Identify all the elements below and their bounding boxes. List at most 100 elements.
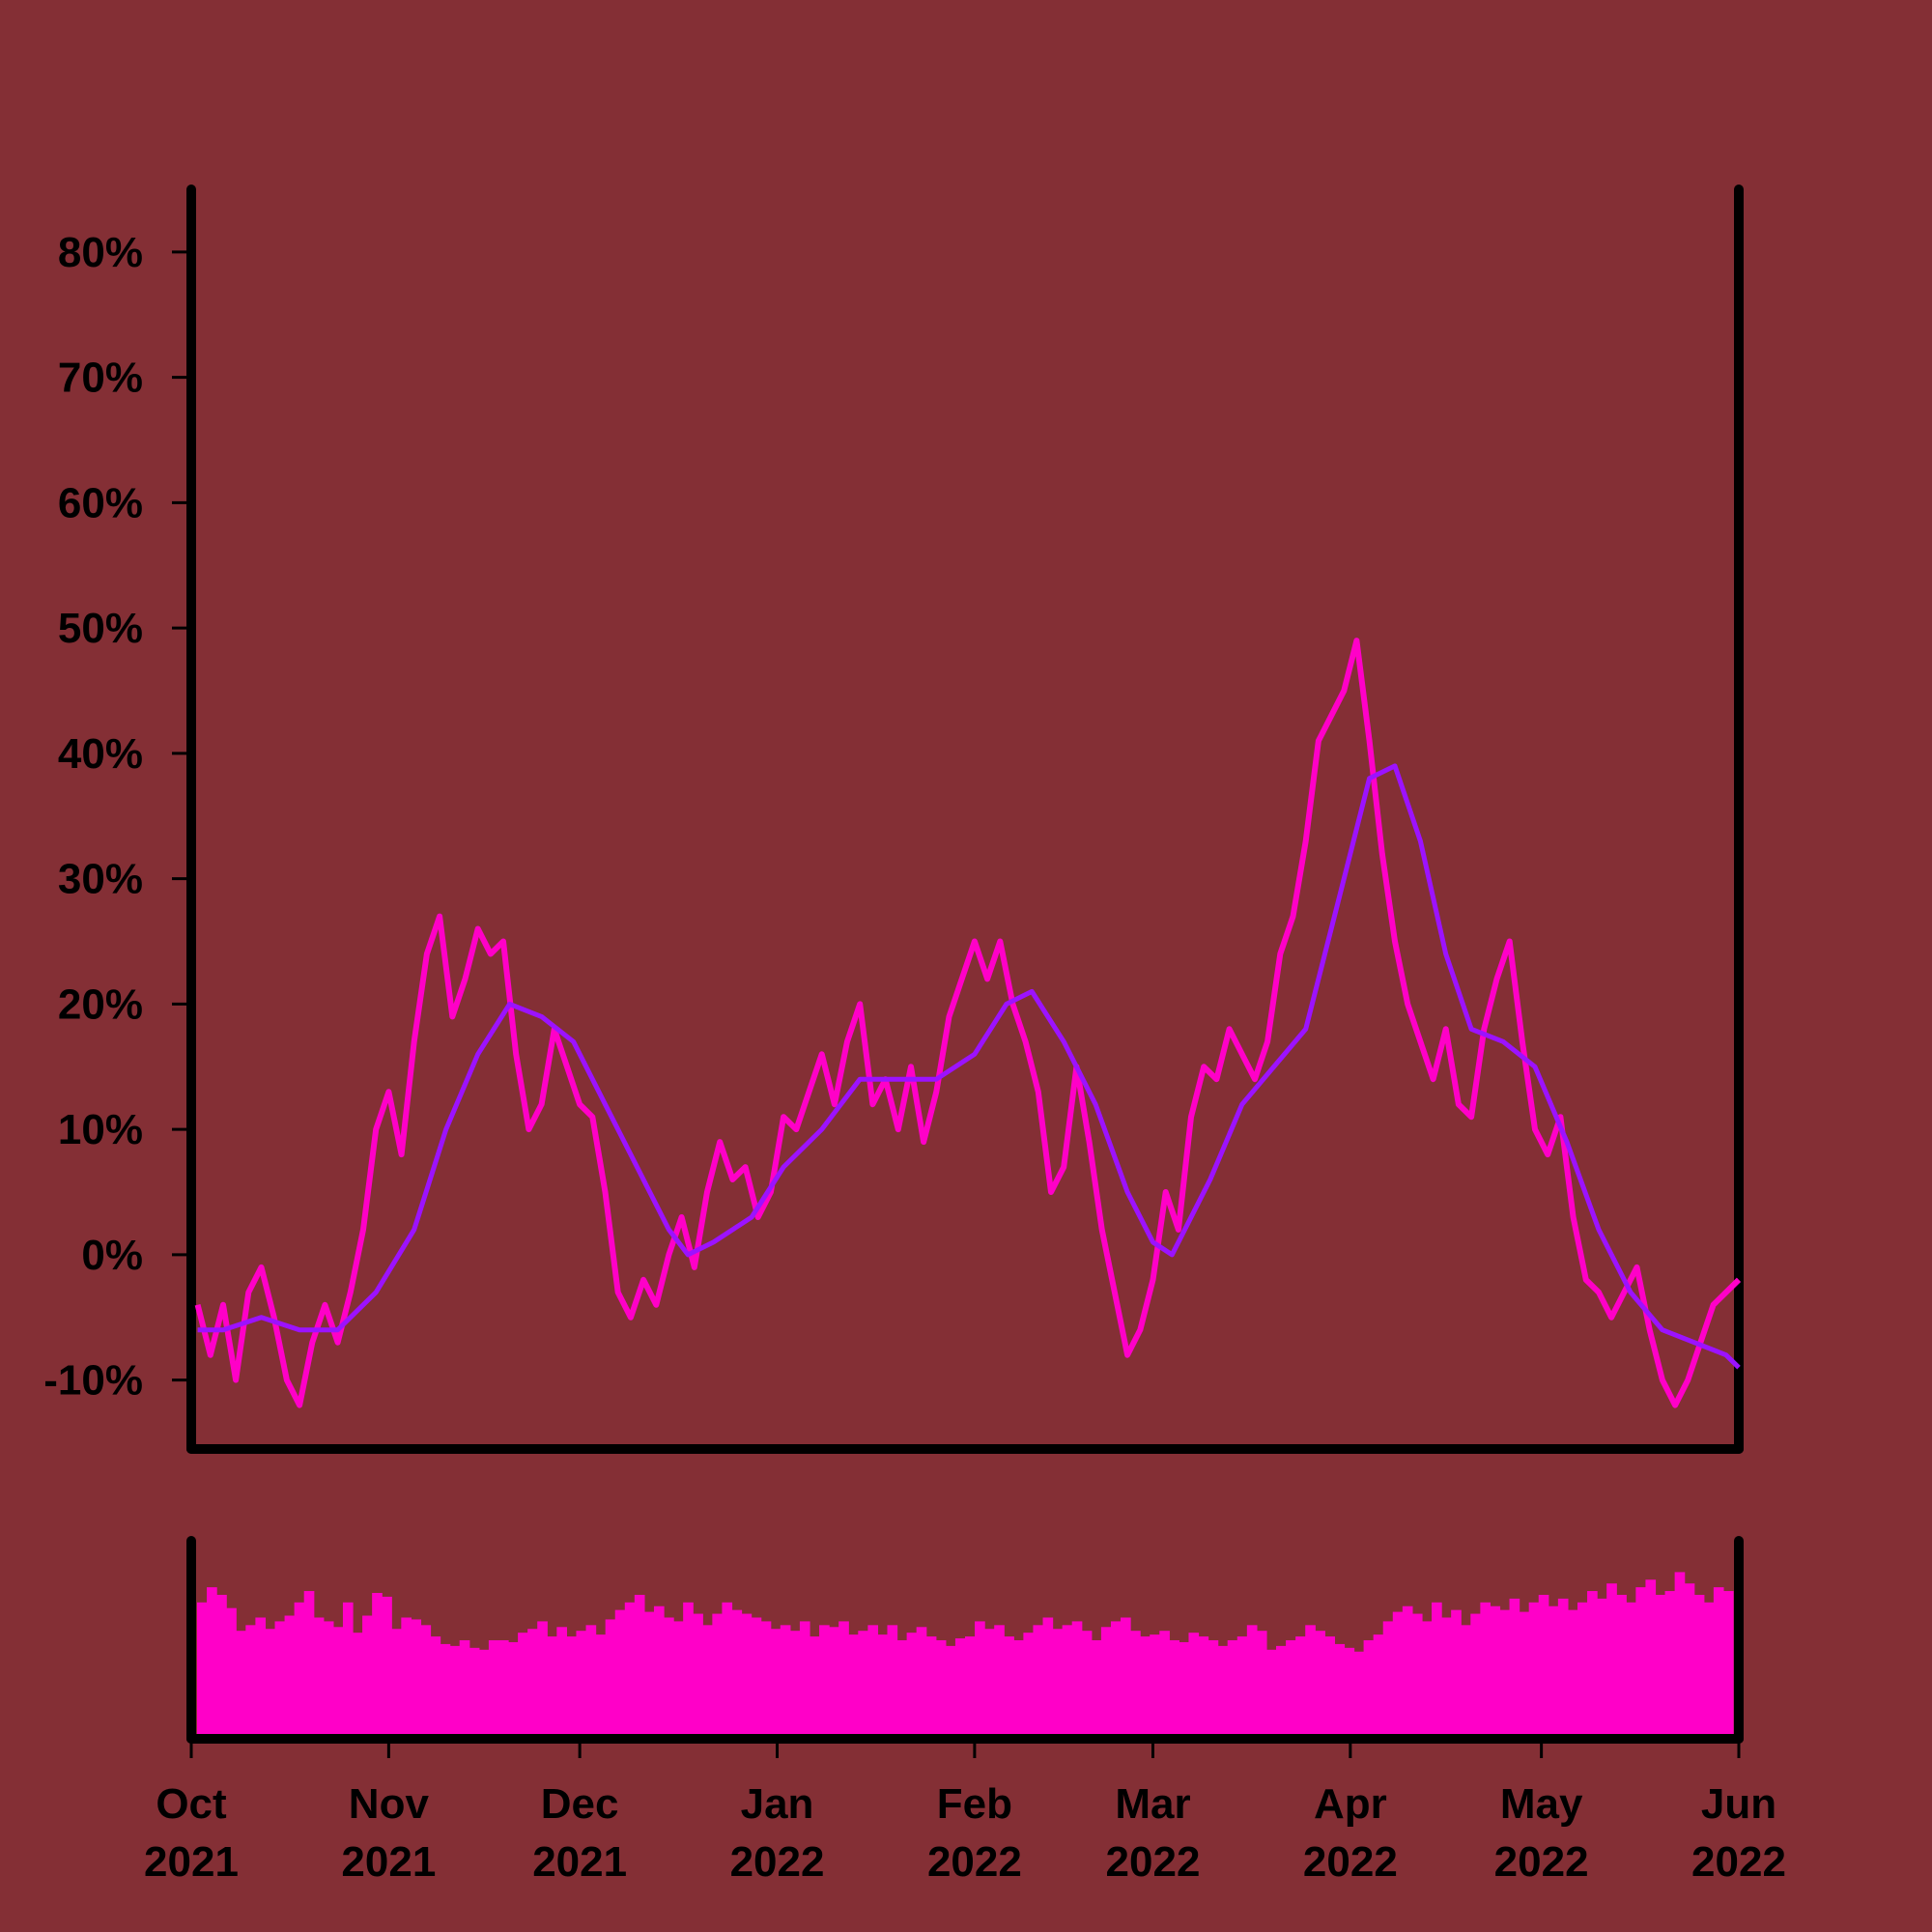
volume-bar <box>1256 1631 1267 1735</box>
volume-bar <box>1013 1640 1024 1735</box>
volume-bar <box>1286 1640 1296 1735</box>
volume-bar <box>984 1629 995 1735</box>
volume-bar <box>1470 1613 1481 1735</box>
volume-bar <box>255 1617 267 1735</box>
y-tick-label: 40% <box>58 730 143 778</box>
volume-bar <box>1548 1605 1559 1735</box>
x-axis: Oct 2021 Nov 2021 Dec 2021 Jan 2022 Feb 2022 Mar 20… <box>144 1739 1786 1886</box>
volume-bar <box>829 1627 839 1735</box>
volume-bar <box>1198 1636 1209 1735</box>
volume-bar <box>1150 1634 1160 1735</box>
volume-bar <box>1684 1583 1695 1735</box>
volume-bar <box>731 1609 743 1735</box>
volume-bar <box>751 1617 762 1735</box>
volume-bar <box>1188 1633 1200 1735</box>
volume-bar <box>537 1621 548 1735</box>
volume-bar <box>741 1613 753 1735</box>
moving_average-series <box>197 763 1741 1370</box>
volume-bar <box>1023 1633 1035 1735</box>
volume-bar <box>867 1625 879 1735</box>
volume-bar <box>1528 1602 1540 1735</box>
volume-bar <box>478 1649 490 1735</box>
volume-bar <box>1246 1625 1258 1735</box>
volume-bar <box>1334 1643 1346 1735</box>
volume-bar <box>1441 1617 1452 1735</box>
volume-bar <box>1606 1583 1617 1735</box>
volume-bar <box>1344 1647 1355 1735</box>
volume-bar <box>643 1611 655 1735</box>
volume-bar <box>1411 1613 1423 1735</box>
volume-bar <box>1461 1625 1471 1735</box>
volume-bar <box>1674 1572 1686 1735</box>
x-tick-label-year: 2021 <box>341 1838 436 1886</box>
volume-bar <box>1373 1634 1384 1735</box>
x-tick-label-year: 2022 <box>1303 1838 1398 1886</box>
volume-bar <box>411 1619 422 1735</box>
volume-bar <box>226 1607 237 1735</box>
volume-bar <box>556 1627 567 1735</box>
volume-bar <box>1265 1649 1277 1735</box>
volume-bar <box>1052 1629 1064 1735</box>
volume-bar <box>722 1602 733 1735</box>
x-tick-label-month: Jun <box>1701 1780 1776 1828</box>
volume-bar <box>1315 1631 1325 1735</box>
volume-bar <box>1577 1602 1588 1735</box>
volume-bar <box>614 1609 626 1735</box>
volume-bar <box>605 1619 616 1735</box>
volume-bar <box>576 1631 587 1735</box>
volume-bar <box>1159 1631 1170 1735</box>
volume-bar <box>1703 1602 1715 1735</box>
volume-bar <box>518 1633 528 1735</box>
volume-bar <box>1557 1598 1569 1735</box>
volume-bar <box>1722 1591 1734 1735</box>
volume-bar <box>664 1617 674 1735</box>
y-tick-label: 20% <box>58 980 143 1028</box>
x-tick-label-year: 2022 <box>927 1838 1022 1886</box>
x-tick-label-month: Jan <box>741 1780 814 1828</box>
volume-bar <box>1402 1605 1413 1735</box>
volume-bar <box>916 1627 927 1735</box>
volume-bar <box>1597 1598 1607 1735</box>
volume-bar <box>1081 1631 1093 1735</box>
volume-bar <box>789 1631 801 1735</box>
volume-bar <box>313 1617 325 1735</box>
volume-bar <box>595 1634 607 1735</box>
volume-bar <box>382 1596 392 1735</box>
volume-bar <box>469 1647 480 1735</box>
volume-bar <box>1519 1611 1530 1735</box>
volume-bar <box>858 1631 868 1735</box>
volume-bar <box>1713 1587 1724 1735</box>
volume-bar <box>838 1621 849 1735</box>
y-tick-label: 60% <box>58 479 143 526</box>
volume-bar <box>1062 1625 1073 1735</box>
volume-bar <box>1353 1651 1365 1735</box>
y-tick-label: 70% <box>58 355 143 402</box>
x-tick-label-year: 2022 <box>730 1838 825 1886</box>
volume-bar <box>1033 1625 1044 1735</box>
x-tick-label-year: 2021 <box>532 1838 627 1886</box>
volume-bar <box>216 1594 227 1735</box>
volume-bar <box>265 1629 276 1735</box>
volume-bar <box>1295 1636 1306 1735</box>
volume-bar <box>1490 1605 1501 1735</box>
volume-bar <box>362 1615 373 1735</box>
y-tick-label: 30% <box>58 856 143 903</box>
x-tick-label-month: May <box>1500 1780 1583 1828</box>
volume-bar <box>1140 1636 1151 1735</box>
volume-bar <box>585 1625 597 1735</box>
volume-bar <box>624 1602 636 1735</box>
volume-bar <box>1276 1645 1287 1735</box>
volume-panel <box>186 1536 1744 1744</box>
volume-bar <box>780 1625 791 1735</box>
volume-bar <box>1587 1591 1598 1735</box>
volume-bar <box>332 1627 344 1735</box>
volume-bar <box>1616 1594 1627 1735</box>
volume-bar <box>1480 1602 1492 1735</box>
volume-bar <box>303 1591 315 1735</box>
volume-bar <box>819 1625 830 1735</box>
volume-bar <box>1382 1621 1394 1735</box>
volume-bar <box>420 1625 432 1735</box>
volume-bar <box>1363 1640 1375 1735</box>
x-tick-label-month: Oct <box>156 1780 227 1828</box>
